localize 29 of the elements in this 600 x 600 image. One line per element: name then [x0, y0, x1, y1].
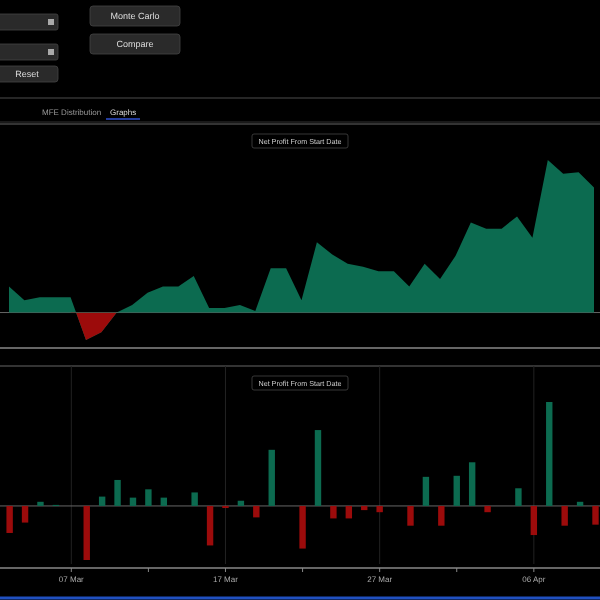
bar [98, 496, 106, 506]
bar [546, 402, 553, 506]
bar [422, 476, 430, 506]
bar [345, 505, 353, 519]
bar [83, 505, 90, 560]
bar [114, 479, 121, 506]
bar [330, 505, 337, 519]
bar [237, 500, 245, 506]
bar [561, 505, 568, 526]
bar [515, 488, 522, 506]
bar [484, 505, 491, 513]
bar [129, 497, 137, 506]
bar [530, 505, 538, 536]
bar [299, 505, 306, 549]
bar [407, 505, 414, 526]
bar [145, 489, 152, 506]
bar [592, 505, 599, 525]
bar [6, 505, 13, 533]
bar [376, 505, 383, 513]
bar [314, 430, 322, 506]
bar [206, 505, 214, 546]
bar [268, 449, 275, 506]
bar [438, 505, 445, 526]
bar [253, 505, 260, 518]
bar [191, 492, 198, 506]
bar [160, 497, 168, 506]
bar [453, 475, 460, 506]
bar [21, 505, 29, 523]
bar [468, 462, 476, 506]
